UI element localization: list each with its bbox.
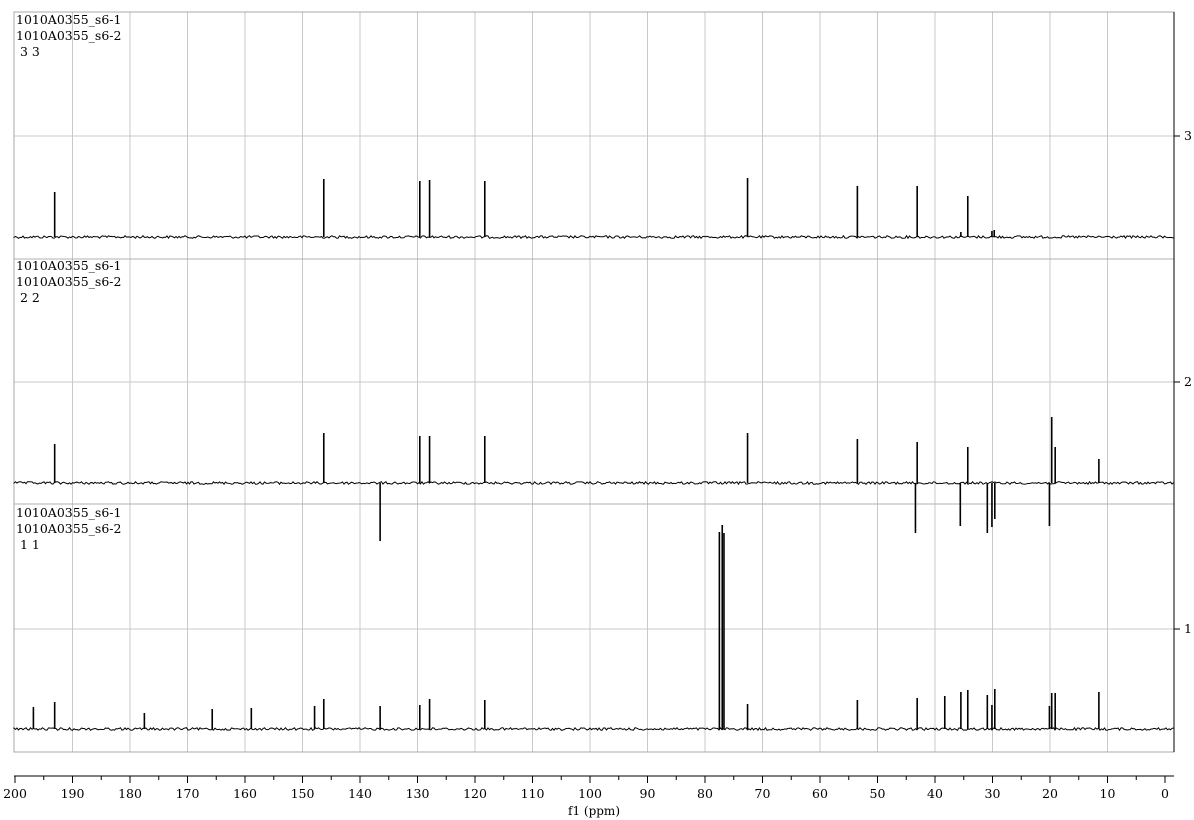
x-tick-label: 90 [640, 786, 656, 801]
x-tick-label: 120 [463, 786, 487, 801]
trace-label-line: 1010A0355_s6-1 [16, 505, 121, 520]
x-tick-label: 60 [812, 786, 828, 801]
x-tick-label: 40 [927, 786, 943, 801]
chart-gridlines [14, 12, 1174, 752]
x-tick-label: 100 [578, 786, 602, 801]
x-tick-label: 140 [348, 786, 372, 801]
trace-label-line: 1 1 [16, 537, 40, 552]
x-tick-label: 150 [291, 786, 315, 801]
x-tick-label: 170 [176, 786, 200, 801]
trace-label-line: 3 3 [16, 44, 40, 59]
spectrum-traces [13, 178, 1174, 732]
trace-label-line: 2 2 [16, 290, 40, 305]
x-tick-label: 10 [1100, 786, 1116, 801]
trace-label-line: 1010A0355_s6-1 [16, 258, 121, 273]
baseline-noise [13, 234, 1174, 240]
spectrum-trace-3 [13, 178, 1174, 240]
x-tick-label: 30 [985, 786, 1001, 801]
x-tick-label: 70 [755, 786, 771, 801]
x-tick-label: 160 [233, 786, 257, 801]
spectrum-trace-1 [13, 525, 1174, 732]
y-tick-label: 2 [1184, 374, 1192, 389]
x-tick-label: 200 [3, 786, 27, 801]
trace-label-line: 1010A0355_s6-2 [16, 521, 121, 536]
trace-label-line: 1010A0355_s6-1 [16, 12, 121, 27]
x-tick-label: 110 [521, 786, 545, 801]
baseline-noise [13, 726, 1174, 732]
x-tick-label: 20 [1042, 786, 1058, 801]
spectrum-trace-2 [13, 417, 1174, 541]
x-tick-label: 80 [697, 786, 713, 801]
baseline-noise [13, 480, 1174, 486]
y-axis-right: 1 2 3 [1174, 128, 1192, 636]
trace-label-line: 1010A0355_s6-2 [16, 28, 121, 43]
x-tick-label: 50 [870, 786, 886, 801]
x-tick-label: 190 [61, 786, 85, 801]
x-axis-title: f1 (ppm) [568, 804, 620, 818]
x-axis: 200 190 180 170 160 150 140 130 120 110 100 90 80 70 6… [3, 775, 1174, 801]
x-tick-label: 130 [406, 786, 430, 801]
y-tick-label: 1 [1184, 621, 1192, 636]
x-tick-label: 0 [1161, 786, 1169, 801]
x-tick-label: 180 [118, 786, 142, 801]
trace-label-line: 1010A0355_s6-2 [16, 274, 121, 289]
y-tick-label: 3 [1184, 128, 1192, 143]
